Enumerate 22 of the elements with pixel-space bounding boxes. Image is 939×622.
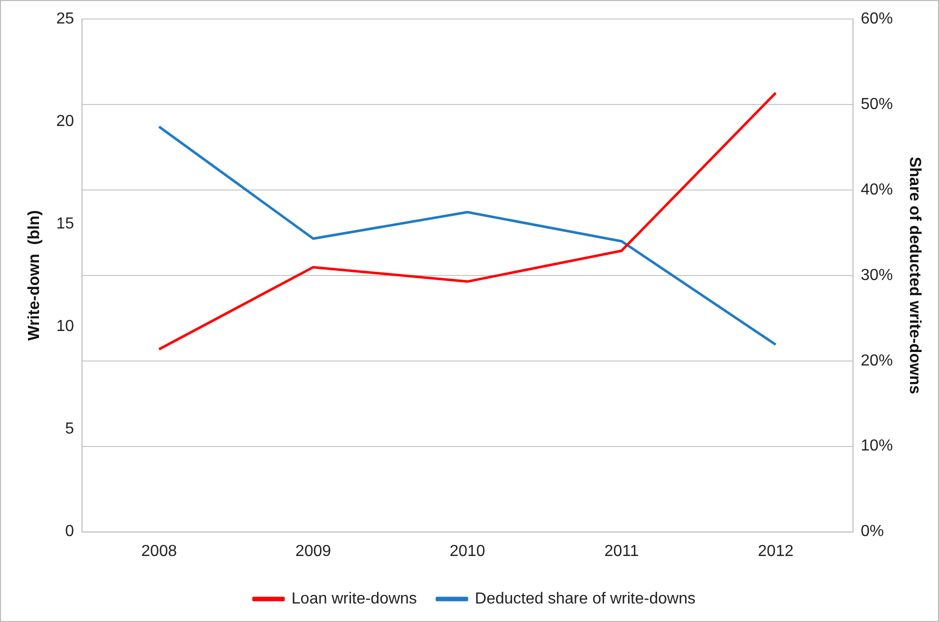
- y2-tick-label: 0%: [860, 523, 884, 540]
- y2-tick-label: 20%: [860, 352, 893, 370]
- x-tick-label: 2011: [604, 542, 639, 560]
- y2-tick-label: 50%: [860, 96, 893, 113]
- y2-tick-label: 10%: [860, 438, 893, 455]
- y-tick-label: 20: [56, 112, 74, 130]
- x-tick-label: 2010: [450, 542, 486, 560]
- legend-label: Deducted share of write-downs: [474, 590, 696, 608]
- y-tick-label: 0: [65, 523, 74, 540]
- x-tick-label: 2008: [141, 542, 177, 560]
- y2-tick-label: 30%: [860, 266, 893, 284]
- y2-tick-label: 40%: [860, 181, 893, 198]
- y-tick-label: 15: [56, 216, 74, 233]
- y-tick-label: 25: [56, 10, 74, 28]
- y-axis-title: Write-down (bln): [26, 210, 44, 341]
- y2-axis-title: Share of deducted write-downs: [906, 156, 923, 394]
- legend-label: Loan write-downs: [292, 590, 417, 608]
- y2-tick-label: 60%: [860, 10, 893, 28]
- x-tick-label: 2009: [295, 542, 332, 560]
- y-tick-label: 5: [65, 420, 74, 438]
- y-tick-label: 10: [56, 318, 74, 336]
- x-tick-label: 2012: [758, 542, 794, 560]
